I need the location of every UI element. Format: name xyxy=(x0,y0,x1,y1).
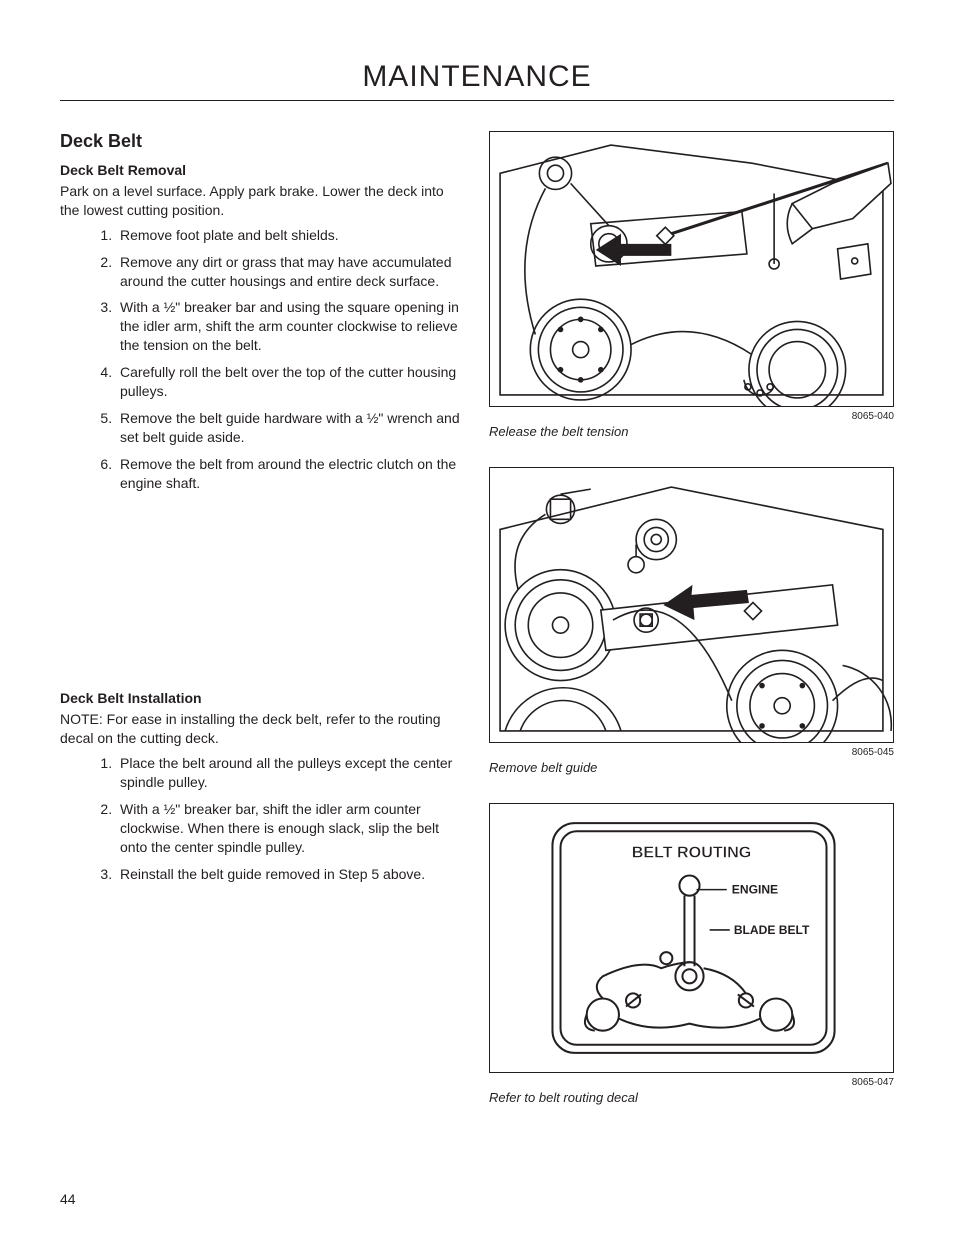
figure-id: 8065-047 xyxy=(489,1077,894,1088)
figure-belt-routing-decal: BELT ROUTING ENGINE BLADE BELT xyxy=(489,803,894,1105)
removal-steps-list: Remove foot plate and belt shields. Remo… xyxy=(60,226,465,493)
left-column: Deck Belt Deck Belt Removal Park on a le… xyxy=(60,131,465,1133)
list-item: With a ½" breaker bar and using the squa… xyxy=(116,298,465,355)
decal-engine-label: ENGINE xyxy=(732,883,778,897)
figure-frame xyxy=(489,467,894,743)
belt-routing-decal-illustration: BELT ROUTING ENGINE BLADE BELT xyxy=(490,804,893,1072)
right-column: 8065-040 Release the belt tension xyxy=(489,131,894,1133)
decal-title-text: BELT ROUTING xyxy=(632,843,752,861)
list-item: Remove the belt guide hardware with a ½"… xyxy=(116,409,465,447)
figure-caption: Release the belt tension xyxy=(489,424,894,439)
list-item: Reinstall the belt guide removed in Step… xyxy=(116,865,465,884)
figure-caption: Remove belt guide xyxy=(489,760,894,775)
belt-guide-illustration xyxy=(490,468,893,742)
figure-id: 8065-040 xyxy=(489,411,894,422)
figure-remove-belt-guide: 8065-045 Remove belt guide xyxy=(489,467,894,775)
section-title-deck-belt: Deck Belt xyxy=(60,131,465,152)
page-title: Maintenance xyxy=(60,60,894,101)
figure-caption: Refer to belt routing decal xyxy=(489,1090,894,1105)
installation-steps-list: Place the belt around all the pulleys ex… xyxy=(60,754,465,883)
list-item: Place the belt around all the pulleys ex… xyxy=(116,754,465,792)
list-item: Remove the belt from around the electric… xyxy=(116,455,465,493)
figure-frame: BELT ROUTING ENGINE BLADE BELT xyxy=(489,803,894,1073)
spacer xyxy=(60,500,465,690)
list-item: Remove any dirt or grass that may have a… xyxy=(116,253,465,291)
list-item: With a ½" breaker bar, shift the idler a… xyxy=(116,800,465,857)
list-item: Carefully roll the belt over the top of … xyxy=(116,363,465,401)
removal-intro: Park on a level surface. Apply park brak… xyxy=(60,182,465,220)
belt-tension-illustration xyxy=(490,132,893,406)
list-item: Remove foot plate and belt shields. xyxy=(116,226,465,245)
installation-intro: NOTE: For ease in installing the deck be… xyxy=(60,710,465,748)
figure-frame xyxy=(489,131,894,407)
two-column-layout: Deck Belt Deck Belt Removal Park on a le… xyxy=(60,131,894,1133)
subsection-installation-heading: Deck Belt Installation xyxy=(60,690,465,706)
decal-blade-label: BLADE BELT xyxy=(734,923,810,937)
subsection-removal-heading: Deck Belt Removal xyxy=(60,162,465,178)
figure-release-tension: 8065-040 Release the belt tension xyxy=(489,131,894,439)
page-number: 44 xyxy=(60,1191,76,1207)
figure-id: 8065-045 xyxy=(489,747,894,758)
